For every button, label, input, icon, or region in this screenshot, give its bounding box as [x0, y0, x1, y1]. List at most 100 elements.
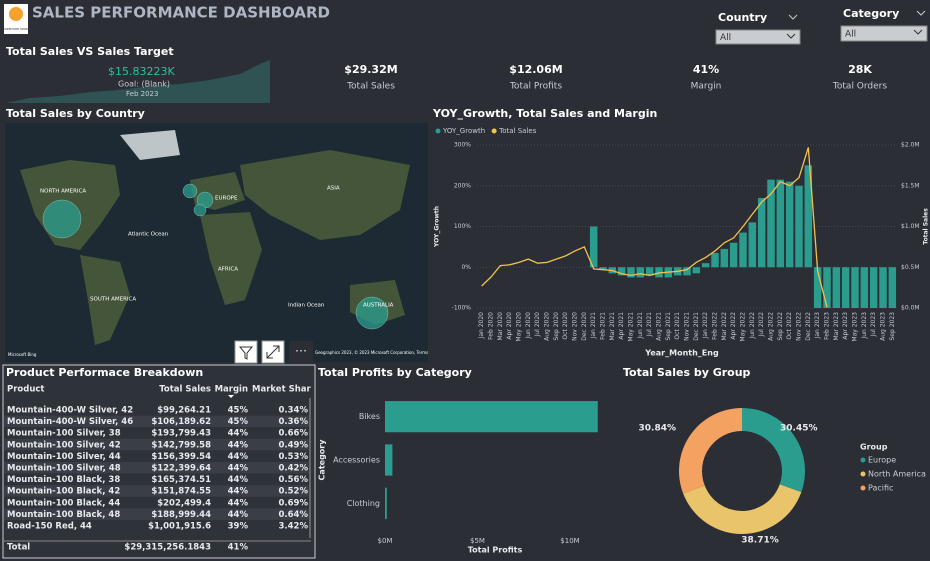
- map-bubbles: [42, 183, 389, 330]
- table-cell: 0.69%: [279, 498, 309, 508]
- filter-button[interactable]: [234, 340, 258, 364]
- total-cell: $29,315,256.1843: [124, 543, 211, 553]
- y2-tick-label: $0.5M: [901, 264, 920, 271]
- growth-bar: [841, 267, 850, 308]
- more-button[interactable]: [289, 341, 313, 363]
- table-row: [4, 415, 311, 428]
- table-cell: $1,001,915.6: [148, 522, 211, 532]
- legend-swatch: [860, 485, 866, 491]
- growth-bar: [720, 248, 729, 268]
- y2-tick-label: $1.5M: [901, 182, 920, 189]
- table-cell: Mountain-400-W Silver, 46: [7, 417, 133, 427]
- map-bubble[interactable]: [193, 203, 207, 217]
- map-copyright: Geographics 2023, © 2023 Microsoft Corpo…: [315, 350, 428, 355]
- x-tick-label: Nov 2021: [684, 312, 691, 341]
- table-cell: Mountain-100 Silver, 38: [7, 429, 121, 439]
- column-header: Total Sales: [159, 385, 211, 395]
- x-tick-label: Feb 2020: [488, 312, 495, 340]
- x-tick-label: Dec 2021: [693, 312, 700, 341]
- kpi-value: 28K: [848, 63, 872, 76]
- x-tick-label: Jul 2022: [758, 312, 765, 338]
- table-cell: 0.64%: [279, 510, 309, 520]
- table-cell: 44%: [228, 510, 249, 520]
- map-bubble[interactable]: [42, 199, 82, 239]
- slicer-chevron[interactable]: [788, 14, 798, 20]
- table-cell: 44%: [228, 487, 249, 497]
- sort-arrow: [228, 395, 234, 398]
- slicer-value: All: [720, 33, 731, 43]
- kpi-value: $29.32M: [344, 63, 397, 76]
- table-title: Product Performace Breakdown: [6, 366, 203, 379]
- x-tick-label: Jul 2023: [870, 312, 877, 338]
- growth-bar: [776, 179, 785, 268]
- x-tick-label: Apr 2022: [730, 312, 737, 340]
- table-cell: Mountain-100 Silver, 48: [7, 464, 121, 474]
- logo-text: ADVENTURE WORKS: [1, 27, 32, 31]
- x-tick-label: Dec 2020: [581, 312, 588, 341]
- slicer-dropdown[interactable]: [840, 25, 928, 42]
- continent: [80, 255, 130, 345]
- map-label: ASIA: [327, 186, 340, 192]
- table-cell: $165,374.51: [151, 475, 211, 485]
- table-cell: $122,399.64: [151, 464, 211, 474]
- map-label: AFRICA: [218, 267, 238, 273]
- map-label: SOUTH AMERICA: [90, 297, 136, 303]
- target-value: $15.83223K: [108, 65, 175, 78]
- x-tick-label: Jan 2023: [814, 312, 821, 340]
- column-header: Product: [7, 385, 45, 395]
- bar: [385, 401, 598, 433]
- x-tick-label: Mar 2022: [721, 312, 728, 341]
- table-cell: 0.36%: [279, 417, 309, 427]
- table-cell: 45%: [228, 406, 249, 416]
- kpi-label: Total Orders: [832, 82, 887, 92]
- x-tick-label: May 2022: [740, 312, 747, 342]
- table-cell: 3.42%: [279, 522, 309, 532]
- map-bubble[interactable]: [182, 183, 198, 199]
- y2-axis-label: Total Sales: [923, 208, 930, 245]
- growth-bar: [748, 222, 757, 268]
- x-axis-label: Year_Month_Eng: [644, 349, 719, 358]
- column-header: Margin: [215, 385, 248, 395]
- sparkline-area: [6, 60, 270, 103]
- map-label: AUSTRALIA: [363, 303, 394, 309]
- kpi-label: Total Profits: [509, 82, 562, 92]
- legend-title: Group: [860, 443, 888, 452]
- growth-bar: [795, 185, 803, 268]
- focus-icon: [266, 345, 280, 359]
- x-tick-label: Oct 2021: [674, 312, 681, 340]
- legend-label: North America: [868, 470, 926, 479]
- y2-tick-label: $0.0M: [901, 305, 920, 312]
- slicer-dropdown[interactable]: [715, 29, 801, 45]
- map-bubble[interactable]: [355, 296, 389, 330]
- growth-bar: [599, 267, 607, 270]
- table-cell: $151,874.55: [151, 487, 211, 497]
- target-period: Feb 2023: [126, 90, 158, 98]
- y-axis-label: YOY_Growth: [434, 206, 441, 248]
- growth-bar: [739, 232, 747, 268]
- growth-bar: [729, 242, 738, 268]
- table-cell: 45%: [228, 417, 249, 427]
- kpi-label: Margin: [691, 82, 722, 92]
- bar-title: Total Profits by Category: [318, 366, 472, 379]
- table-row: [4, 520, 311, 532]
- growth-bar: [869, 267, 878, 308]
- card-title: Total Sales VS Sales Target: [6, 45, 174, 58]
- x-tick-label: Jun 2023: [861, 312, 868, 340]
- legend-swatch: [860, 471, 866, 477]
- x-tick-label: Aug 2023: [880, 312, 887, 341]
- table-cell: $99,264.21: [157, 406, 211, 416]
- y-tick-label: Accessories: [333, 456, 380, 465]
- x-tick-label: $0M: [378, 537, 393, 545]
- donut-slice: [742, 408, 805, 493]
- table-cell: 0.56%: [279, 475, 309, 485]
- x-tick-label: Jun 2021: [637, 312, 644, 340]
- x-tick-label: Apr 2023: [842, 312, 849, 340]
- more-icon: ⋯: [295, 344, 307, 358]
- slicer-chevron[interactable]: [916, 10, 926, 16]
- growth-bar: [683, 267, 691, 276]
- y-tick-label: Clothing: [347, 499, 380, 508]
- legend-swatch: [435, 128, 441, 134]
- logo-icon: [9, 7, 23, 21]
- x-tick-label: Oct 2020: [562, 312, 569, 340]
- table-cell: Mountain-100 Silver, 44: [7, 452, 121, 462]
